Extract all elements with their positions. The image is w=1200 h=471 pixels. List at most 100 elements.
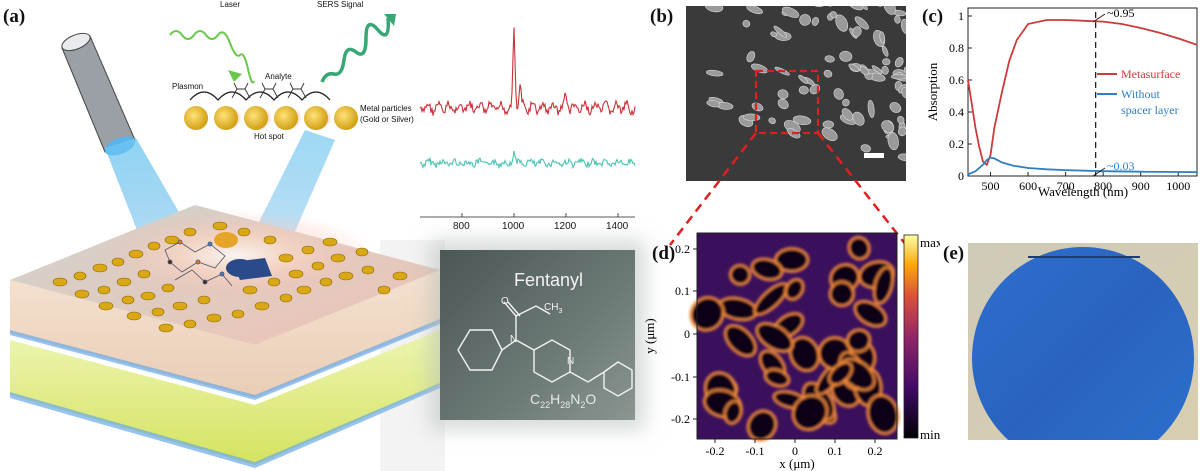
colorbar-max-label: max bbox=[920, 235, 940, 250]
field-particle bbox=[692, 298, 723, 329]
chart-c-xtick-label: 1000 bbox=[1166, 179, 1190, 193]
field-particle bbox=[755, 284, 787, 314]
chart-c-legend-spacer: spacer layer bbox=[1121, 103, 1179, 117]
sem-grain bbox=[835, 14, 849, 32]
chart-c-series-without-spacer bbox=[967, 156, 1198, 176]
chart-c-ylabel: Absorption bbox=[925, 62, 940, 121]
sem-grain bbox=[833, 88, 844, 100]
sem-grain bbox=[889, 102, 902, 113]
field-particle bbox=[856, 302, 885, 326]
panel-a-illustration bbox=[10, 14, 445, 471]
sem-grain bbox=[868, 6, 882, 7]
sem-grain bbox=[881, 45, 889, 57]
sem-grain bbox=[706, 100, 721, 108]
field-particle bbox=[830, 363, 851, 384]
chart-c-annotation-095: ~0.95 bbox=[1107, 6, 1135, 20]
field-particle bbox=[753, 260, 781, 279]
chart-c-annotation-arrow-top bbox=[1092, 13, 1106, 23]
sem-grain bbox=[781, 6, 800, 18]
wafer-photo bbox=[968, 243, 1198, 440]
scattering-lens-icon bbox=[214, 232, 272, 280]
sem-grain bbox=[777, 89, 789, 100]
chart-c-legend-without: Without bbox=[1121, 87, 1161, 101]
sem-grain bbox=[842, 98, 850, 107]
panel-c-letter: (c) bbox=[922, 6, 944, 27]
chart-c-series-metasurface bbox=[967, 19, 1198, 167]
sem-grain bbox=[770, 31, 777, 38]
sem-grain bbox=[706, 69, 724, 77]
sem-grain bbox=[799, 14, 811, 26]
chart-d-ytick-label: 0.2 bbox=[675, 242, 690, 256]
chart-d-xtick-label: -0.2 bbox=[706, 444, 725, 458]
sem-grain bbox=[852, 26, 862, 37]
sem-grain bbox=[890, 74, 906, 80]
chart-c-annotation-003: ~0.03 bbox=[1107, 159, 1135, 173]
fentanyl-card bbox=[440, 250, 635, 420]
substrate-bottom-slab bbox=[10, 330, 440, 468]
sem-grain bbox=[824, 55, 835, 63]
field-particle bbox=[831, 283, 853, 305]
metal-particles-sublabel: (Gold or Silver) bbox=[360, 115, 414, 124]
chart-d-ytick-label: 0 bbox=[684, 327, 690, 341]
sem-grain bbox=[839, 50, 853, 62]
chart-c-ytick-label: 0.6 bbox=[949, 73, 964, 87]
chart-d-xtick-label: 0.2 bbox=[868, 444, 883, 458]
chart-d-ylabel: y (μm) bbox=[642, 318, 657, 354]
sem-grain bbox=[897, 153, 906, 162]
sem-grain bbox=[798, 85, 809, 95]
sem-grain bbox=[742, 20, 751, 28]
methyl-sub: 3 bbox=[558, 308, 563, 315]
field-particle bbox=[850, 238, 868, 258]
sem-grain bbox=[859, 66, 870, 75]
chart-d-ytick-label: 0.1 bbox=[675, 284, 690, 298]
sers-wave-icon bbox=[320, 17, 391, 83]
panel-b-letter: (b) bbox=[650, 6, 674, 27]
panel-a-letter: (a) bbox=[3, 6, 26, 27]
sem-grain bbox=[898, 126, 906, 137]
sem-grain bbox=[867, 99, 875, 118]
sem-grain bbox=[882, 58, 891, 66]
spectrum-reference-line bbox=[419, 150, 636, 170]
hot-spot-label: Hot spot bbox=[254, 132, 284, 141]
spectrum-tick-1000: 1000 bbox=[502, 221, 525, 232]
colorbar-min-label: min bbox=[920, 427, 940, 442]
laser-wave-icon bbox=[169, 30, 255, 84]
chart-c-xtick-label: 500 bbox=[982, 179, 1000, 193]
field-particle bbox=[731, 266, 749, 284]
field-particle bbox=[720, 299, 756, 319]
field-particle bbox=[869, 396, 897, 433]
formula-n-count: 2 bbox=[580, 399, 586, 410]
oxygen-label: O bbox=[501, 296, 509, 307]
chart-c-xtick-label: 700 bbox=[1057, 179, 1075, 193]
sem-grain bbox=[792, 115, 812, 126]
gold-nanoparticles bbox=[52, 221, 408, 333]
chart-d-xtick-label: -0.1 bbox=[746, 444, 765, 458]
sem-zoom-box bbox=[754, 69, 820, 135]
field-particle bbox=[749, 412, 775, 439]
chart-c-frame bbox=[967, 7, 1198, 177]
sem-grain bbox=[860, 144, 872, 153]
fentanyl-name: Fentanyl bbox=[514, 270, 584, 290]
sem-grain bbox=[823, 69, 833, 78]
sem-grain bbox=[768, 117, 776, 124]
methyl-ch: CH bbox=[544, 302, 559, 313]
formula-n: N bbox=[570, 391, 581, 407]
sem-grain bbox=[773, 25, 788, 38]
sem-grain bbox=[746, 51, 756, 63]
chart-c-xlabel: Wavelength (nm) bbox=[1038, 184, 1128, 199]
panel-d-letter: (d) bbox=[652, 243, 676, 264]
laser-fiber-icon bbox=[61, 32, 136, 156]
sem-grain bbox=[813, 6, 825, 8]
chart-d-xtick-label: 0 bbox=[792, 444, 798, 458]
sem-image bbox=[686, 6, 906, 181]
sem-grain bbox=[705, 6, 724, 13]
sem-grain bbox=[746, 6, 763, 15]
zoom-connector-lines bbox=[669, 132, 907, 246]
chart-c-ticks: 500 600 700 800 900 1000 0 0.2 0.4 0.6 0.8 1 bbox=[949, 9, 1190, 193]
sem-grain bbox=[900, 18, 906, 35]
sem-grain bbox=[894, 15, 901, 24]
chart-c-annotation-arrow-bottom bbox=[1092, 167, 1106, 177]
formula-h: H bbox=[550, 391, 561, 407]
field-particle bbox=[794, 396, 826, 429]
chart-c-ytick-label: 0 bbox=[958, 169, 964, 183]
